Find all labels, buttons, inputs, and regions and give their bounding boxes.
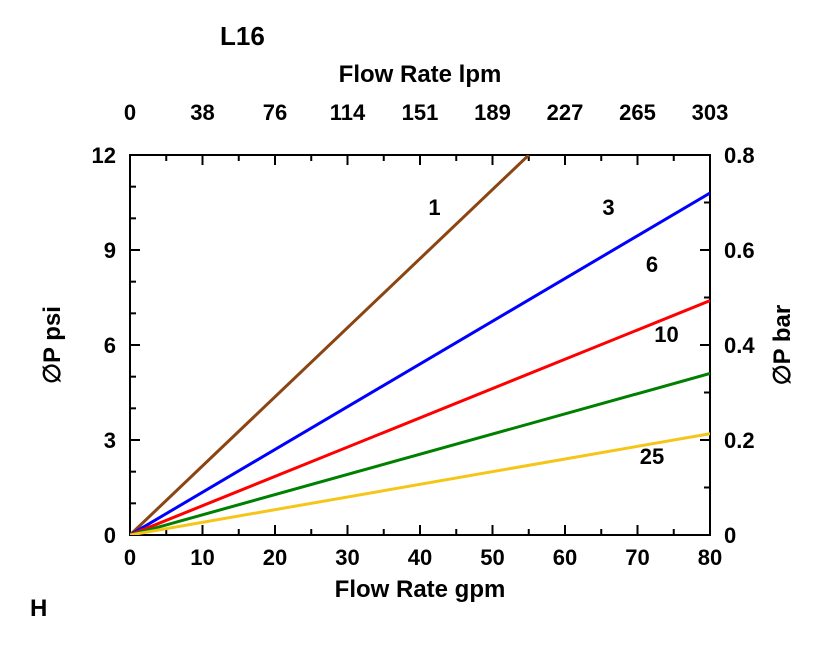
line-chart: L16Flow Rate lpm01020304050607080Flow Ra…	[0, 0, 838, 646]
chart-container: L16Flow Rate lpm01020304050607080Flow Ra…	[0, 0, 838, 646]
x-bottom-axis-label: Flow Rate gpm	[335, 576, 506, 603]
y-right-tick-label: 0.6	[724, 238, 755, 263]
x-top-tick-label: 151	[402, 100, 439, 125]
y-right-tick-label: 0	[724, 523, 736, 548]
y-right-tick-label: 0.4	[724, 333, 755, 358]
series-label-1: 1	[428, 195, 440, 220]
y-left-tick-label: 12	[92, 143, 116, 168]
x-top-axis-label: Flow Rate lpm	[339, 61, 502, 88]
series-label-10: 10	[654, 322, 678, 347]
y-right-axis-label: ∅P bar	[769, 305, 796, 386]
y-right-tick-label: 0.8	[724, 143, 755, 168]
series-line-10	[130, 374, 710, 536]
y-left-tick-label: 9	[104, 238, 116, 263]
series-label-6: 6	[646, 252, 658, 277]
x-top-tick-label: 227	[547, 100, 584, 125]
y-left-tick-label: 0	[104, 523, 116, 548]
x-top-tick-label: 38	[190, 100, 214, 125]
x-bottom-tick-label: 80	[698, 545, 722, 570]
chart-title: L16	[220, 21, 265, 51]
y-left-tick-label: 3	[104, 428, 116, 453]
x-bottom-tick-label: 30	[335, 545, 359, 570]
series-label-25: 25	[640, 444, 664, 469]
x-bottom-tick-label: 70	[625, 545, 649, 570]
x-top-tick-label: 303	[692, 100, 729, 125]
x-bottom-tick-label: 50	[480, 545, 504, 570]
x-top-tick-label: 0	[124, 100, 136, 125]
series-label-3: 3	[602, 195, 614, 220]
plot-area	[130, 155, 710, 535]
x-bottom-tick-label: 40	[408, 545, 432, 570]
x-bottom-tick-label: 0	[124, 545, 136, 570]
corner-label: H	[30, 595, 47, 623]
y-left-tick-label: 6	[104, 333, 116, 358]
x-top-tick-label: 265	[619, 100, 656, 125]
x-bottom-tick-label: 20	[263, 545, 287, 570]
y-right-tick-label: 0.2	[724, 428, 755, 453]
x-bottom-tick-label: 60	[553, 545, 577, 570]
series-line-6	[130, 301, 710, 535]
x-top-tick-label: 114	[330, 100, 366, 125]
x-top-tick-label: 76	[263, 100, 287, 125]
x-top-tick-label: 189	[474, 100, 511, 125]
y-left-axis-label: ∅P psi	[39, 306, 66, 384]
x-bottom-tick-label: 10	[190, 545, 214, 570]
